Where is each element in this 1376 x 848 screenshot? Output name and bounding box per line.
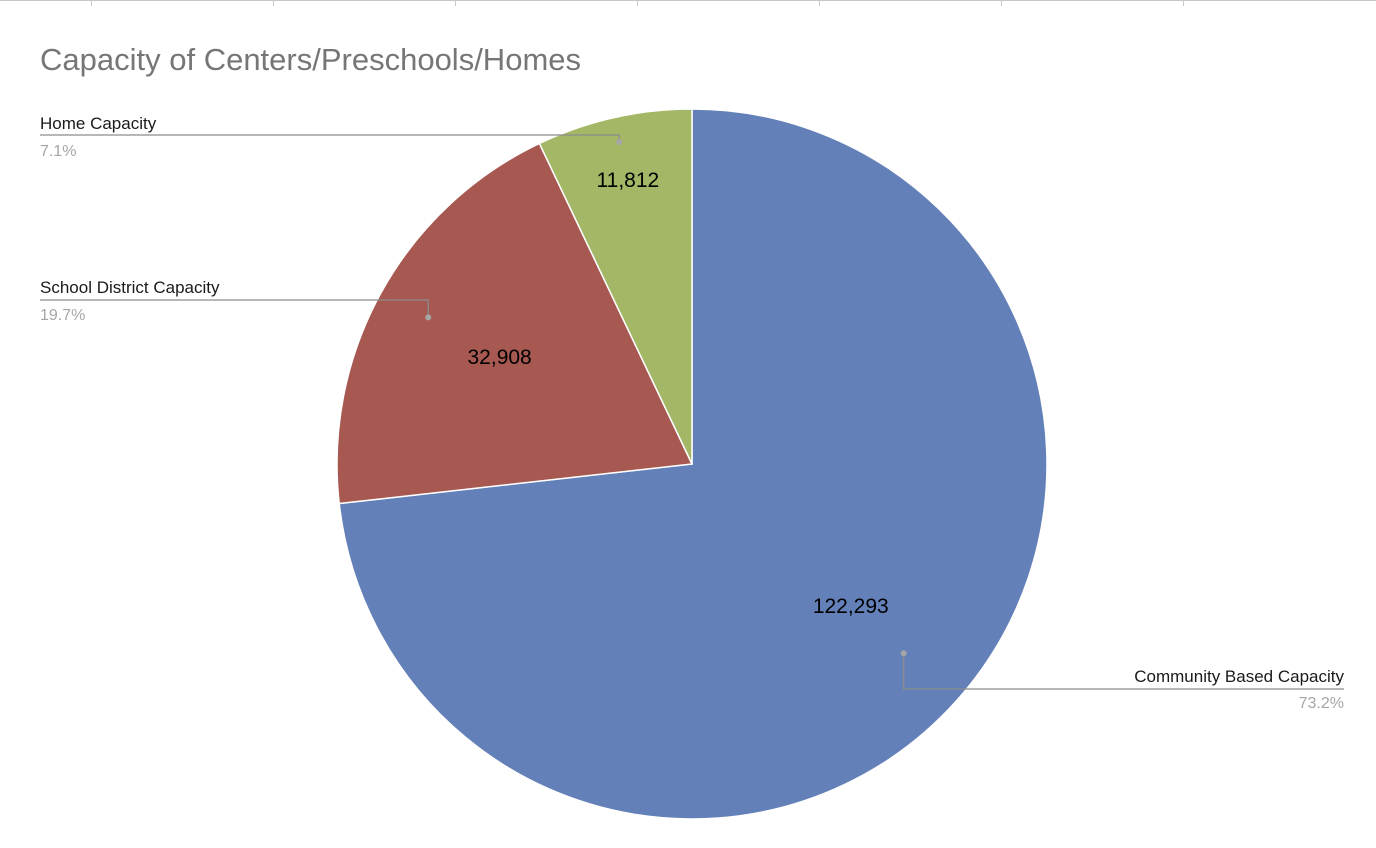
data-label-home-capacity: 11,812 [597,169,660,192]
chart-title: Capacity of Centers/Preschools/Homes [40,42,582,77]
pie-slice-community-based-capacity [338,108,1048,820]
percent-label-community-based-capacity: 73.2% [1299,695,1344,712]
leader-dot-school-district-capacity [425,314,432,321]
top-border-tick [1183,0,1184,6]
data-label-community-based-capacity: 122,293 [813,595,889,618]
percent-label-home-capacity: 7.1% [40,143,76,160]
leader-dot-home-capacity [616,138,623,145]
top-border-tick [637,0,638,6]
data-label-school-district-capacity: 32,908 [468,346,532,369]
leader-line-community-based-capacity [903,653,1344,690]
top-border-tick [819,0,820,6]
category-label-community-based-capacity: Community Based Capacity [1134,667,1344,686]
top-border-tick [1001,0,1002,6]
leader-line-home-capacity [40,134,620,142]
pie-slice-home-capacity [538,108,693,465]
top-border-tick [91,0,92,6]
category-label-school-district-capacity: School District Capacity [40,278,220,297]
top-border [0,0,1376,1]
leader-line-school-district-capacity [40,299,429,318]
top-border-tick [455,0,456,6]
category-label-home-capacity: Home Capacity [40,114,157,133]
leader-dot-community-based-capacity [900,650,907,657]
top-border-tick [273,0,274,6]
pie-slice-school-district-capacity [336,142,694,505]
percent-label-school-district-capacity: 19.7% [40,307,85,324]
